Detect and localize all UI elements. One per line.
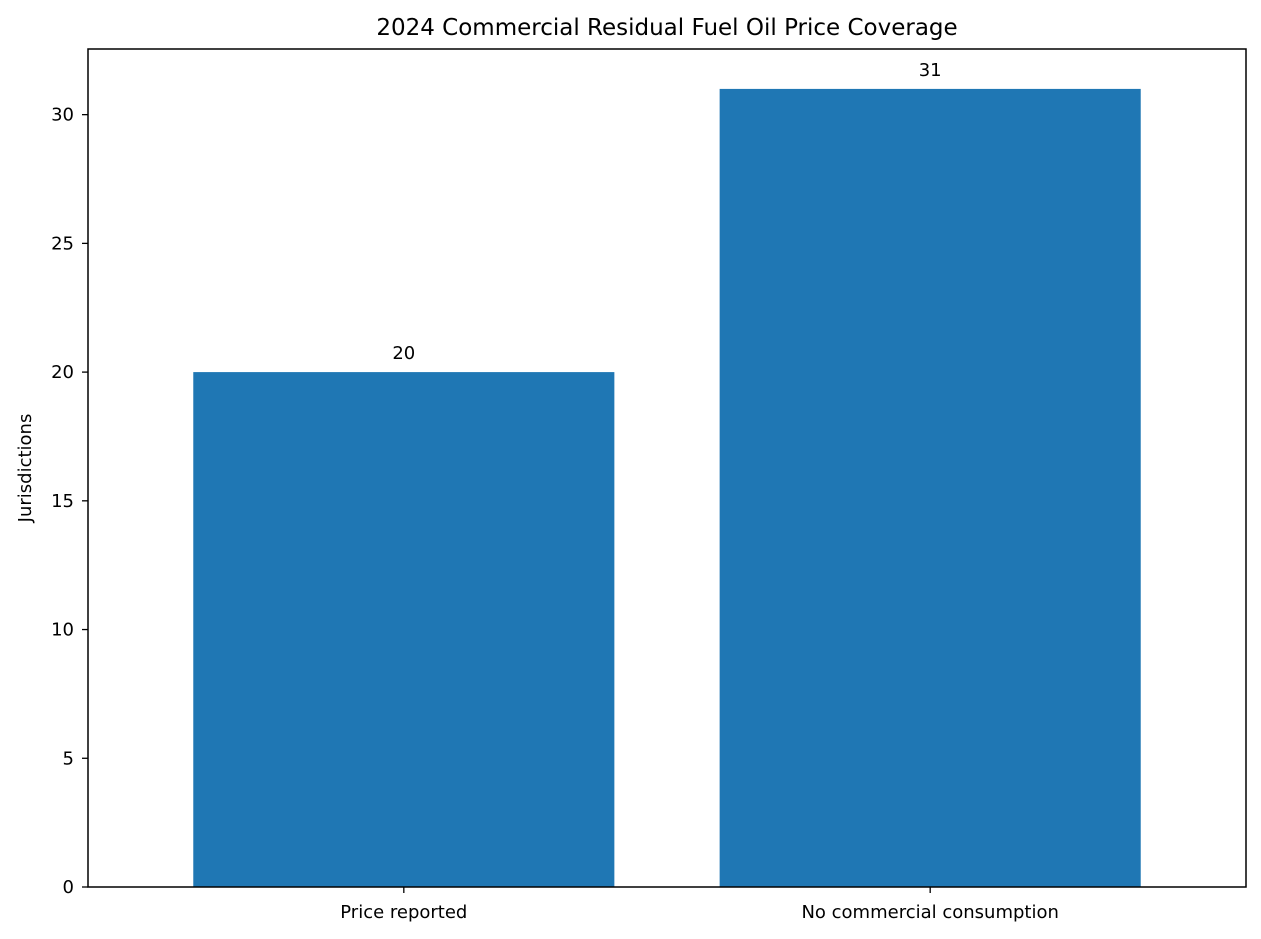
y-tick-label-3: 15 bbox=[51, 491, 74, 512]
y-tick-label-6: 30 bbox=[51, 105, 74, 126]
y-tick-label-1: 5 bbox=[63, 748, 74, 769]
y-tick-label-2: 10 bbox=[51, 620, 74, 641]
bar-1 bbox=[719, 88, 1141, 887]
x-tick-label-1: No commercial consumption bbox=[801, 902, 1058, 923]
bar-value-label-0: 20 bbox=[392, 343, 415, 364]
plot-frame bbox=[87, 48, 1247, 888]
y-tick-label-5: 25 bbox=[51, 233, 74, 254]
y-tick-label-0: 0 bbox=[63, 877, 74, 898]
y-axis: 0 5 10 15 20 25 30 bbox=[51, 105, 88, 898]
x-tick-label-0: Price reported bbox=[340, 902, 467, 923]
chart-title: 2024 Commercial Residual Fuel Oil Price … bbox=[376, 15, 957, 41]
x-axis: Price reported No commercial consumption bbox=[340, 887, 1059, 923]
bars-group bbox=[193, 88, 1141, 887]
y-tick-label-4: 20 bbox=[51, 362, 74, 383]
bar-value-label-1: 31 bbox=[919, 60, 942, 81]
y-axis-label: Jurisdictions bbox=[15, 414, 36, 524]
bar-0 bbox=[193, 372, 615, 887]
